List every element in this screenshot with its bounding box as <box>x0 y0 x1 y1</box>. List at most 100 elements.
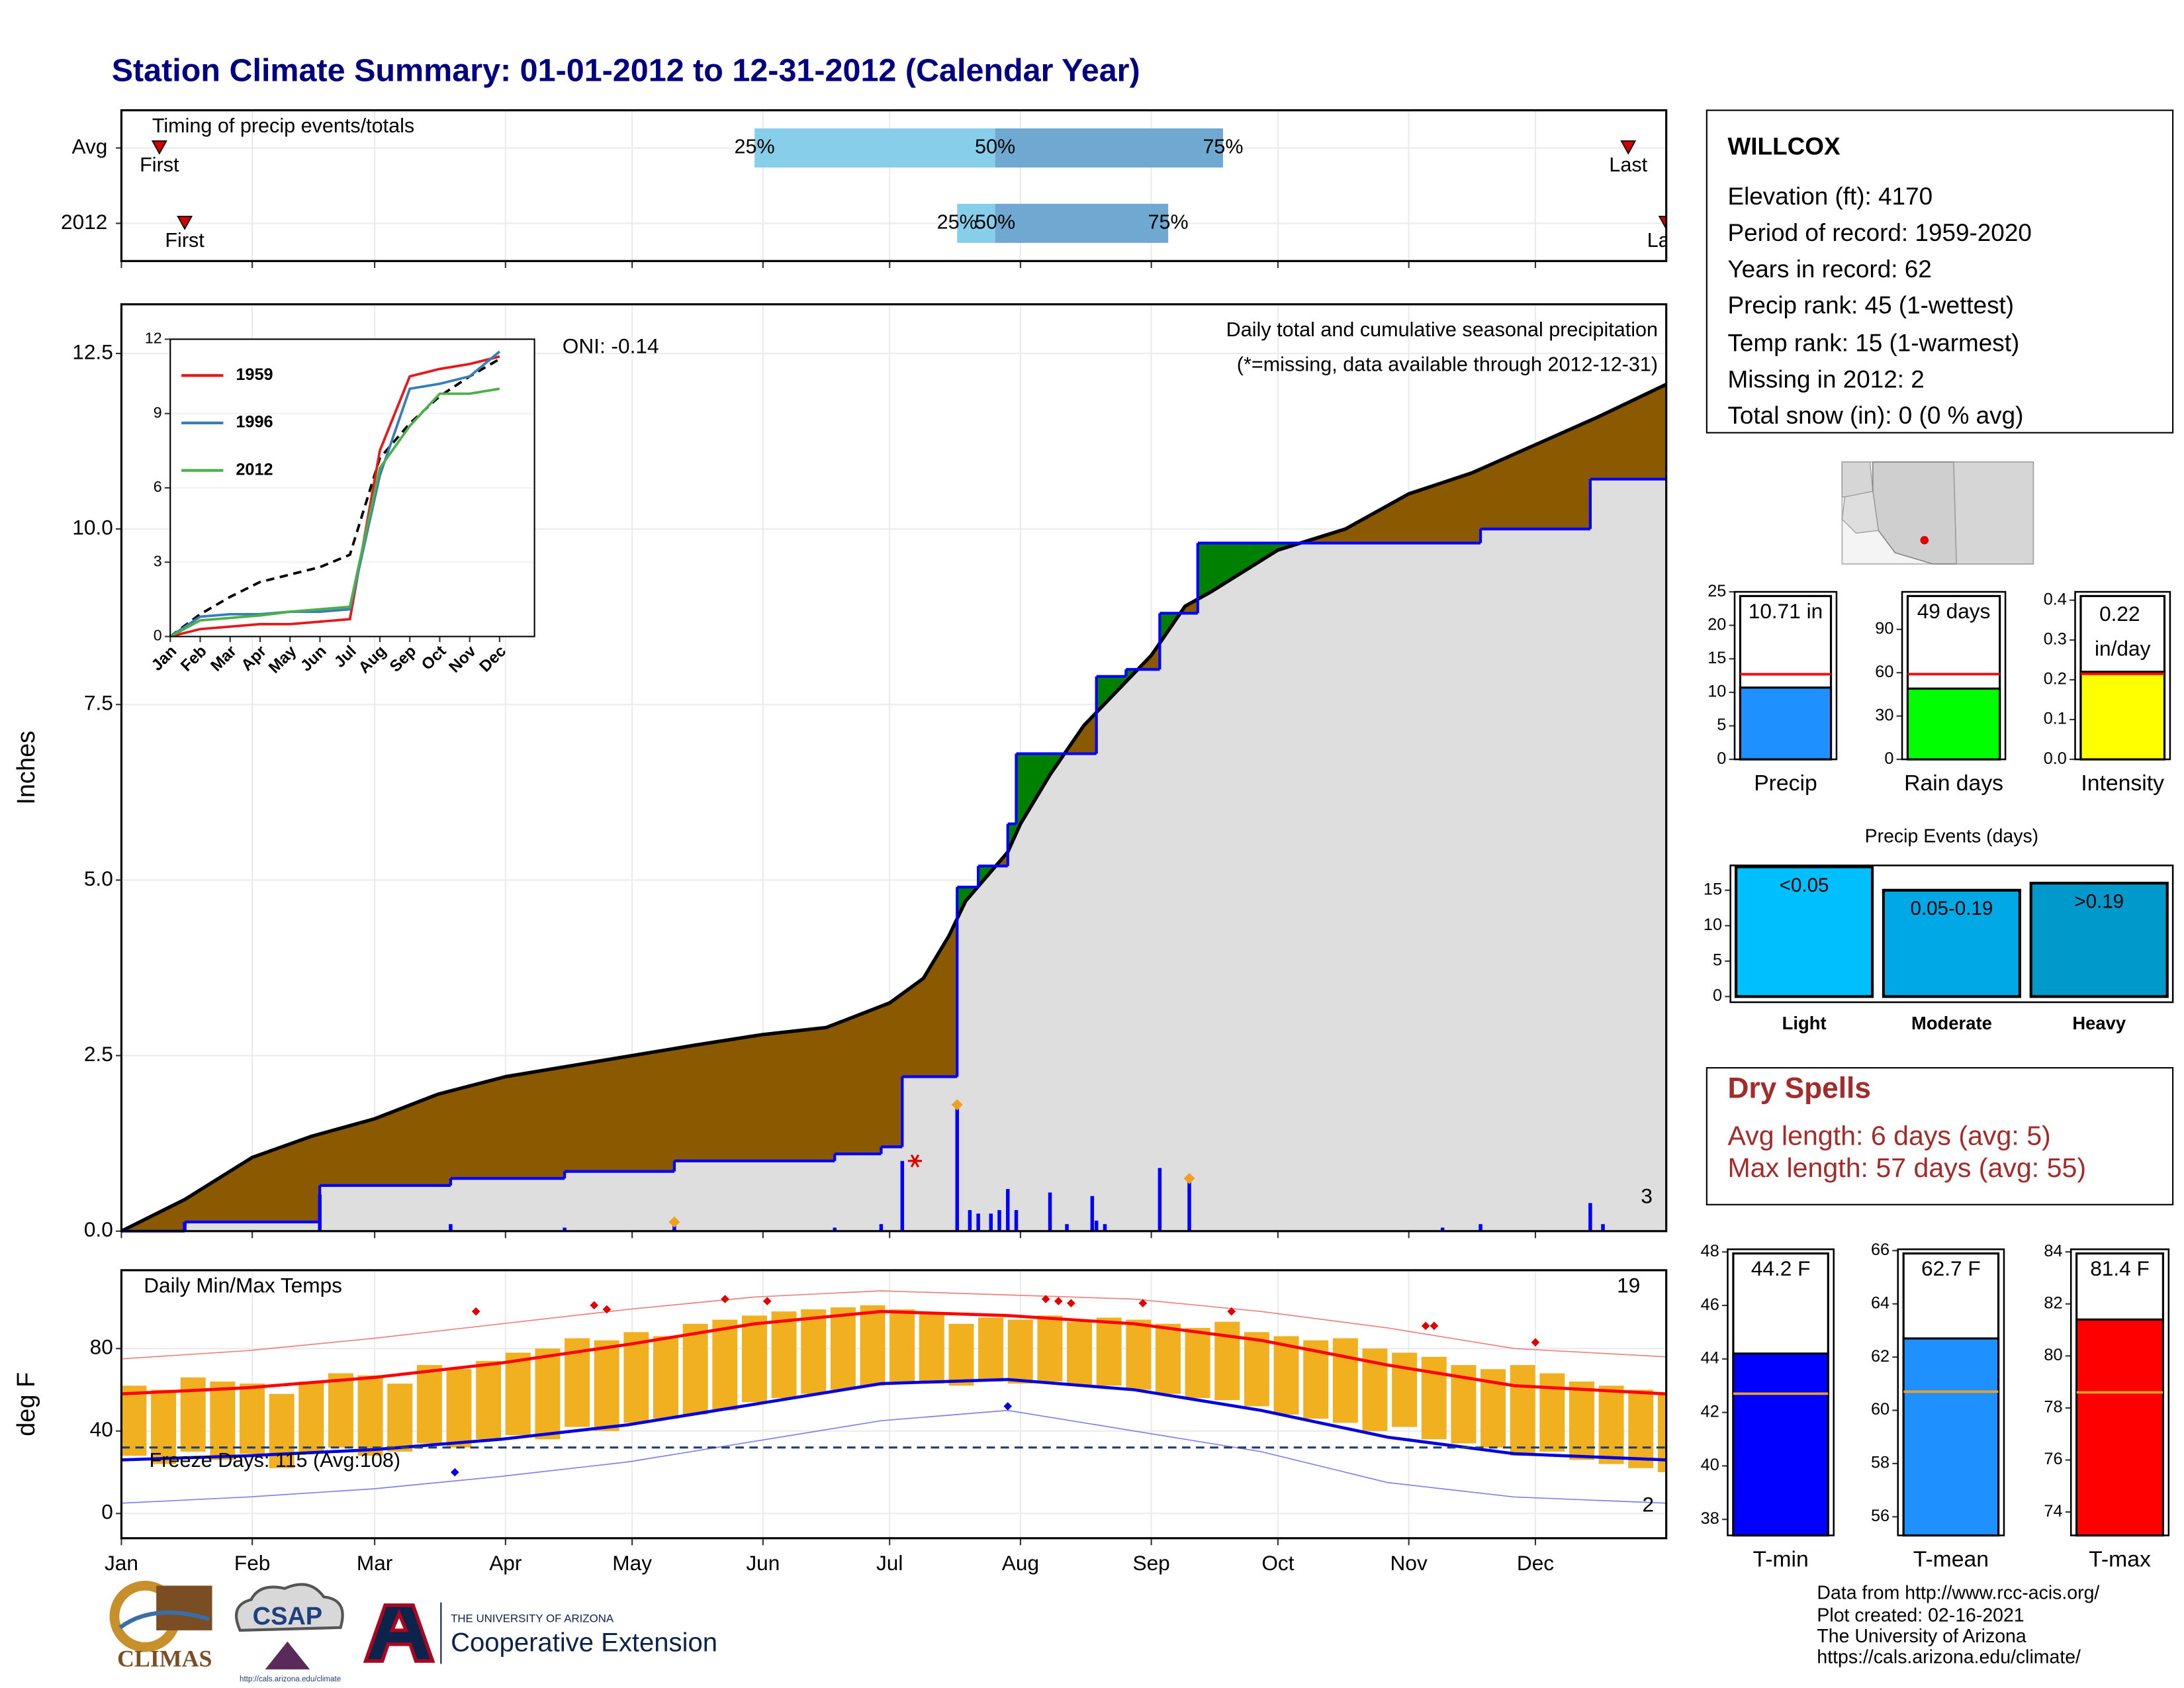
record-marker <box>762 1297 772 1305</box>
temp-range-bar <box>860 1305 886 1386</box>
missing-marker-arm <box>910 1154 920 1168</box>
y-tick-label: 0 <box>101 1500 113 1524</box>
temp-range-bar <box>1007 1319 1033 1384</box>
y-tick-label: 82 <box>2044 1293 2062 1312</box>
y-tick-label: 74 <box>2044 1502 2062 1521</box>
y-tick-label: 40 <box>90 1417 113 1441</box>
y-tick-label: 0 <box>1717 749 1726 768</box>
daily-precip-bar <box>449 1224 453 1231</box>
y-tick-label: 40 <box>1701 1456 1719 1474</box>
daily-precip-bar <box>1158 1168 1162 1231</box>
record-marker <box>1421 1321 1430 1331</box>
daily-precip-bar <box>1048 1192 1052 1231</box>
legend-label: 1959 <box>236 365 273 384</box>
record-marker <box>602 1305 612 1314</box>
record-marker <box>590 1301 599 1310</box>
station-line: Precip rank: 45 (1-wettest) <box>1727 292 2014 319</box>
temp-range-bar <box>623 1332 649 1423</box>
missing-marker <box>907 1154 923 1168</box>
normal-low-line <box>121 1378 1666 1462</box>
station-line: Missing in 2012: 2 <box>1727 365 1924 393</box>
percentile-label: 75% <box>1203 136 1243 158</box>
arizona-a <box>363 1603 435 1663</box>
series-line <box>169 387 500 638</box>
temp-range-bar <box>298 1382 324 1452</box>
y-tick-label: 48 <box>1701 1242 1719 1260</box>
y-tick-label: 62 <box>1871 1347 1889 1366</box>
daily-precip-bar <box>1014 1210 1019 1231</box>
temp-range-bar <box>771 1311 797 1398</box>
y-tick-label: 0.4 <box>2044 590 2067 608</box>
bar <box>1906 687 2001 761</box>
y-tick-label: 46 <box>1701 1295 1719 1314</box>
y-tick-label: 2012 <box>61 210 107 234</box>
category-label: Light <box>1782 1013 1827 1033</box>
y-tick-label: 3 <box>154 552 162 569</box>
x-tick-label: May <box>612 1551 652 1575</box>
panel-border <box>2074 590 2171 761</box>
map-region <box>1841 491 1879 534</box>
temp-range-bar <box>919 1313 944 1384</box>
y-tick-label: 0 <box>1884 749 1893 768</box>
daily-precip-bar <box>1094 1220 1099 1231</box>
panel-note: (*=missing, data available through 2012-… <box>1237 353 1658 376</box>
x-tick-label: Oct <box>1261 1551 1294 1575</box>
y-tick-label: 9 <box>154 404 162 421</box>
percentile-bar <box>957 203 995 243</box>
record-marker <box>1067 1299 1075 1308</box>
percentile-label: 25% <box>735 136 775 158</box>
percentile-bar <box>754 128 995 168</box>
daily-precip-bar <box>1090 1196 1095 1231</box>
credit-line: Data from http://www.rcc-acis.org/ <box>1817 1583 2099 1604</box>
category-label: Precip <box>1754 771 1817 796</box>
temp-range-bar <box>151 1389 177 1464</box>
temp-range-bar <box>535 1348 561 1440</box>
temp-range-bar <box>948 1323 974 1386</box>
y-tick-label: 5 <box>1713 951 1722 970</box>
dry-spells-box <box>1706 1067 2174 1205</box>
station-dot <box>1920 536 1929 545</box>
temp-range-bar <box>1126 1319 1152 1390</box>
legend-label: 1996 <box>236 413 273 432</box>
record-low-line <box>121 1409 1666 1504</box>
dry-spells-line: Max length: 57 days (avg: 55) <box>1727 1152 2086 1183</box>
legend-label: 2012 <box>236 460 273 479</box>
y-tick-label: 64 <box>1871 1293 1889 1312</box>
count-label: 3 <box>1641 1184 1653 1208</box>
percentile-label: 50% <box>975 136 1015 158</box>
temp-range-bar <box>801 1309 827 1394</box>
category-label: Rain days <box>1904 771 2003 796</box>
y-tick-label: 60 <box>1875 663 1893 681</box>
y-tick-label: 20 <box>1707 615 1726 633</box>
daily-precip-bar <box>1440 1227 1445 1231</box>
temp-range-bar <box>741 1315 767 1403</box>
y-tick-label: 0.0 <box>84 1217 113 1241</box>
oni-label: ONI: -0.14 <box>563 334 659 357</box>
temp-range-bar <box>240 1383 265 1454</box>
y-tick-label: 42 <box>1701 1402 1719 1421</box>
station-box <box>1706 109 2174 434</box>
y-tick-label: 0.0 <box>2044 749 2067 768</box>
credit-line: https://cals.arizona.edu/climate/ <box>1817 1647 2081 1668</box>
y-tick-label: 10 <box>1704 915 1722 934</box>
percentile-label: 25% <box>937 211 978 233</box>
bin-label: >0.19 <box>2074 890 2124 912</box>
record-high-line <box>121 1290 1666 1360</box>
category-label: Moderate <box>1911 1013 1992 1033</box>
bar <box>2079 671 2166 761</box>
daily-precip-bar <box>1065 1224 1069 1231</box>
value-label: 10.71 in <box>1749 599 1823 623</box>
y-tick-label: 2.5 <box>84 1042 113 1066</box>
temp-range-bar <box>1273 1336 1299 1415</box>
record-marker <box>471 1307 480 1316</box>
y-tick-label: 5 <box>1717 716 1726 734</box>
event-label: Last <box>1609 154 1647 176</box>
x-tick-label: Apr <box>489 1551 522 1575</box>
value-label: 49 days <box>1917 599 1991 623</box>
value-label: 62.7 F <box>1921 1256 1981 1280</box>
panel-border <box>120 109 1668 262</box>
record-marker <box>1054 1297 1063 1305</box>
temp-range-bar <box>682 1323 708 1415</box>
y-tick-label: 7.5 <box>84 691 113 715</box>
panel-title: Timing of precip events/totals <box>152 115 414 137</box>
